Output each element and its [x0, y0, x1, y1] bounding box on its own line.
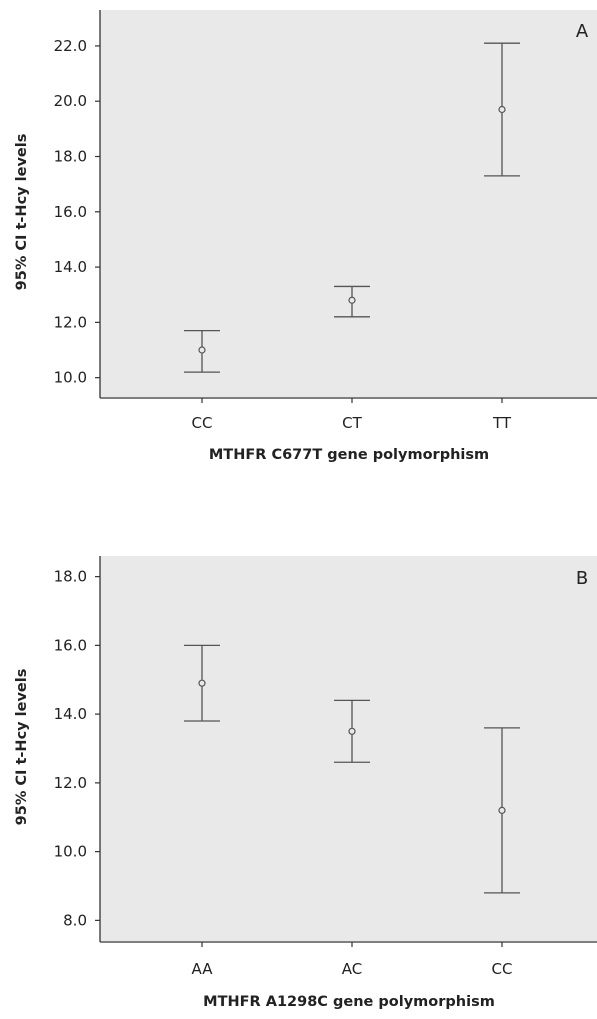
x-tick-label: CC — [492, 960, 513, 978]
x-ticks: AA AC CC — [192, 942, 513, 978]
y-tick-label: 10.0 — [54, 369, 87, 387]
x-tick-label: CC — [192, 414, 213, 432]
panel-a: A MTHFR C677T gene polymorphism 95% CI t… — [14, 10, 597, 463]
y-tick-label: 16.0 — [54, 636, 87, 654]
y-tick-label: 8.0 — [63, 911, 87, 929]
y-tick-label: 18.0 — [54, 148, 87, 166]
panel-b: B MTHFR A1298C gene polymorphism 95% CI … — [14, 556, 597, 1010]
plot-area — [100, 10, 597, 397]
error-bars — [184, 42, 520, 373]
x-axis-title: MTHFR A1298C gene polymorphism — [203, 994, 495, 1010]
mean-point — [348, 296, 356, 304]
x-tick-label: AC — [342, 960, 362, 978]
x-ticks: CC CT TT — [192, 398, 512, 432]
y-tick-label: 14.0 — [54, 705, 87, 723]
y-tick-label: 12.0 — [54, 313, 87, 331]
y-axis-title: 95% CI t-Hcy levels — [14, 134, 30, 291]
error-bars — [184, 644, 520, 894]
y-tick-label: 14.0 — [54, 258, 87, 276]
y-ticks: 10.0 12.0 14.0 16.0 18.0 20.0 22.0 — [54, 37, 100, 387]
y-tick-label: 10.0 — [54, 843, 87, 861]
y-tick-label: 12.0 — [54, 774, 87, 792]
y-tick-label: 18.0 — [54, 568, 87, 586]
y-ticks: 8.0 10.0 12.0 14.0 16.0 18.0 — [54, 568, 100, 929]
mean-point — [498, 105, 506, 114]
mean-point — [348, 727, 356, 735]
x-axis-title: MTHFR C677T gene polymorphism — [209, 447, 489, 463]
panel-label: B — [576, 568, 588, 589]
y-tick-label: 16.0 — [54, 203, 87, 221]
mean-point — [198, 346, 206, 354]
mean-point — [198, 679, 206, 687]
y-axis-title: 95% CI t-Hcy levels — [14, 669, 30, 826]
y-tick-label: 20.0 — [54, 92, 87, 110]
plot-area — [100, 556, 597, 941]
x-tick-label: TT — [492, 414, 512, 432]
x-tick-label: CT — [342, 414, 362, 432]
x-tick-label: AA — [192, 960, 214, 978]
y-tick-label: 22.0 — [54, 37, 87, 55]
panel-label: A — [576, 21, 589, 42]
mean-point — [498, 806, 506, 814]
